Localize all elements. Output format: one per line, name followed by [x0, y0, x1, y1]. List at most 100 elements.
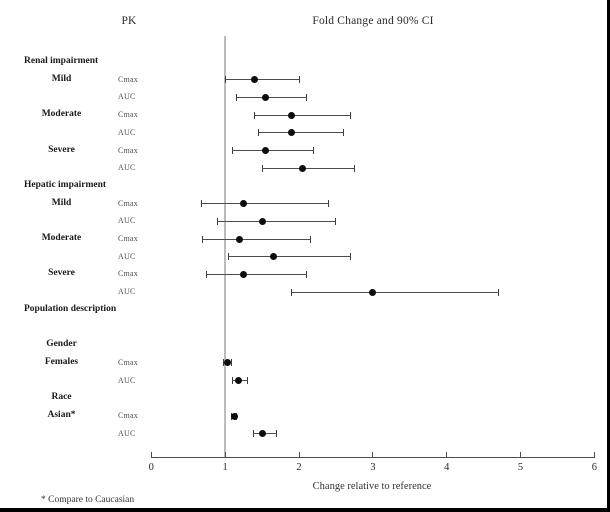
ci-cap-left: [232, 377, 234, 385]
x-axis-tick-label: 0: [148, 462, 154, 473]
point-estimate-dot: [262, 93, 270, 101]
group-label: Mild: [51, 73, 72, 84]
ci-cap-right: [305, 270, 307, 278]
ci-cap-left: [232, 147, 234, 154]
point-estimate-dot: [258, 217, 266, 225]
ci-cap-left: [206, 270, 208, 278]
point-estimate-dot: [262, 147, 270, 154]
x-axis-tick: [150, 452, 152, 457]
param-label: Cmax: [118, 110, 138, 120]
group-label: Moderate: [41, 109, 82, 120]
ci-cap-right: [246, 377, 248, 385]
param-label: AUC: [118, 251, 136, 261]
ci-cap-right: [497, 288, 499, 296]
x-axis-title: Change relative to reference: [312, 481, 432, 492]
ci-cap-left: [291, 288, 293, 296]
group-label: Severe: [48, 144, 75, 155]
x-axis-tick-label: 2: [296, 462, 302, 473]
section-heading: Renal impairment: [24, 56, 99, 66]
x-axis-tick-label: 5: [517, 462, 524, 473]
param-label: AUC: [118, 92, 136, 102]
ci-bar: [291, 291, 499, 293]
ci-cap-left: [252, 430, 254, 438]
x-axis-line: [151, 457, 595, 458]
ci-bar: [225, 79, 299, 81]
param-label: AUC: [118, 163, 136, 173]
param-label: AUC: [118, 127, 136, 137]
section-heading: Population description: [24, 303, 117, 314]
reference-line-x1: [224, 36, 226, 457]
point-estimate-dot: [240, 270, 248, 278]
ci-cap-right: [350, 111, 352, 119]
subgroup-heading: Gender: [46, 339, 77, 350]
ci-cap-left: [202, 235, 204, 243]
param-label: Cmax: [118, 234, 138, 243]
x-axis-tick-label: 1: [222, 462, 228, 473]
ci-bar: [217, 220, 336, 222]
group-label: Asian*: [47, 410, 76, 420]
point-estimate-dot: [236, 235, 244, 243]
ci-bar: [236, 96, 307, 98]
param-label: AUC: [118, 216, 136, 226]
point-estimate-dot: [288, 111, 296, 119]
point-estimate-dot: [299, 164, 307, 172]
point-estimate-dot: [240, 200, 248, 208]
ci-cap-right: [309, 235, 311, 243]
x-axis-tick-label: 6: [591, 462, 598, 473]
ci-cap-right: [350, 253, 352, 261]
pk-column-header: PK: [121, 15, 137, 27]
ci-cap-left: [224, 76, 226, 84]
ci-cap-left: [228, 253, 230, 261]
param-label: Cmax: [118, 411, 138, 420]
ci-cap-left: [223, 359, 225, 367]
ci-cap-right: [276, 430, 278, 438]
x-axis-tick: [593, 452, 595, 457]
ci-bar: [254, 114, 351, 116]
point-estimate-dot: [258, 430, 266, 438]
point-estimate-dot: [234, 377, 242, 385]
ci-bar: [258, 132, 344, 134]
param-label: Cmax: [118, 269, 138, 279]
ci-cap-right: [353, 164, 355, 172]
x-axis-tick: [446, 452, 448, 457]
x-axis-tick: [298, 452, 300, 457]
ci-cap-right: [230, 359, 232, 367]
ci-cap-left: [254, 111, 256, 119]
ci-cap-left: [217, 217, 219, 225]
ci-bar: [232, 150, 314, 151]
ci-cap-right: [335, 217, 337, 225]
point-estimate-dot: [288, 129, 296, 137]
param-label: Cmax: [118, 145, 138, 155]
param-label: Cmax: [118, 74, 138, 84]
point-estimate-dot: [369, 288, 377, 296]
ci-cap-left: [261, 164, 263, 172]
x-axis-tick: [224, 452, 226, 457]
frame-border-bottom: [0, 508, 610, 512]
ci-cap-right: [305, 93, 307, 101]
param-label: AUC: [118, 287, 136, 297]
ci-bar: [262, 167, 355, 169]
x-axis-tick-label: 4: [444, 462, 450, 473]
ci-cap-left: [257, 129, 259, 137]
point-estimate-dot: [269, 253, 277, 261]
section-heading: Hepatic impairment: [24, 179, 107, 190]
param-label: AUC: [118, 375, 136, 385]
footnote: * Compare to Caucasian: [41, 495, 135, 505]
ci-cap-right: [298, 76, 300, 84]
group-label: Severe: [48, 268, 75, 279]
ci-cap-right: [328, 200, 330, 208]
x-axis-tick: [520, 452, 522, 457]
param-label: Cmax: [118, 357, 138, 367]
group-label: Mild: [51, 197, 72, 208]
ci-bar: [228, 256, 351, 258]
ci-bar: [202, 238, 311, 240]
point-estimate-dot: [223, 359, 231, 367]
point-estimate-dot: [251, 76, 259, 84]
chart-title: Fold Change and 90% CI: [312, 15, 434, 27]
x-axis-tick: [372, 452, 374, 457]
group-label: Moderate: [41, 233, 82, 243]
param-label: AUC: [118, 428, 136, 438]
